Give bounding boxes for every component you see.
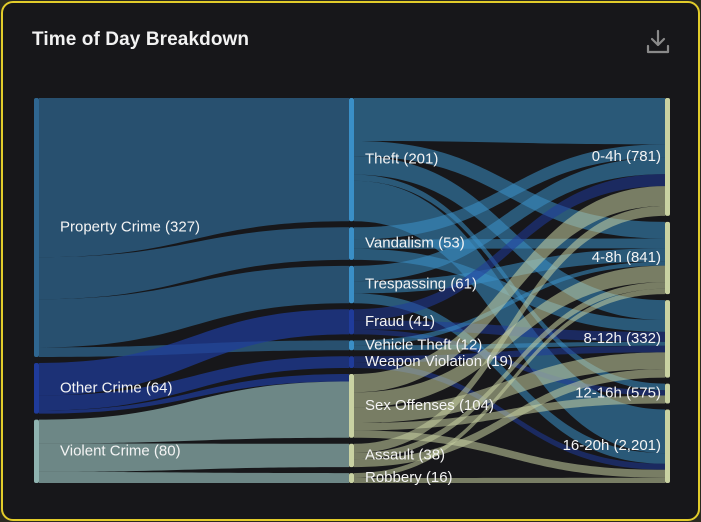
node-label-theft: Theft (201) — [365, 151, 438, 168]
node-label-fraud: Fraud (41) — [365, 313, 435, 330]
link-violent-sex_offenses[interactable] — [39, 381, 349, 444]
node-label-vandalism: Vandalism (53) — [365, 235, 465, 252]
node-label-vehicle_theft: Vehicle Theft (12) — [365, 336, 482, 353]
link-sex_offenses-t8_12[interactable] — [354, 352, 665, 424]
node-robbery[interactable] — [349, 473, 354, 483]
node-sex_offenses[interactable] — [349, 373, 354, 438]
link-theft-t8_12[interactable] — [354, 156, 665, 320]
node-label-trespassing: Trespassing (61) — [365, 275, 477, 292]
node-property[interactable] — [34, 98, 39, 357]
node-label-other: Other Crime (64) — [60, 379, 173, 396]
node-fraud[interactable] — [349, 309, 354, 335]
link-vandalism-t0_4[interactable] — [354, 144, 665, 240]
node-label-violent: Violent Crime (80) — [60, 442, 181, 459]
node-t4_8[interactable] — [665, 221, 670, 295]
node-t0_4[interactable] — [665, 98, 670, 216]
nodes-layer — [34, 98, 670, 483]
link-assault-t0_4[interactable] — [354, 205, 665, 453]
link-trespassing-t0_4[interactable] — [354, 157, 665, 282]
node-label-robbery: Robbery (16) — [365, 469, 453, 486]
link-trespassing-t16_20[interactable] — [354, 293, 665, 464]
node-label-t0_4: 0-4h (781) — [592, 148, 661, 165]
node-t12_16[interactable] — [665, 383, 670, 404]
card-title: Time of Day Breakdown — [32, 29, 250, 50]
link-vehicle_theft-t8_12[interactable] — [354, 341, 665, 351]
node-label-property: Property Crime (327) — [60, 218, 200, 235]
node-assault[interactable] — [349, 443, 354, 468]
link-sex_offenses-t16_20[interactable] — [354, 430, 665, 478]
node-label-weapon: Weapon Violation (19) — [365, 353, 513, 370]
link-robbery-t4_8[interactable] — [354, 288, 665, 479]
node-trespassing[interactable] — [349, 265, 354, 304]
link-other-weapon[interactable] — [39, 356, 349, 411]
link-trespassing-t4_8[interactable] — [354, 248, 665, 294]
link-property-vandalism[interactable] — [39, 227, 349, 300]
node-weapon[interactable] — [349, 356, 354, 368]
link-assault-t8_12[interactable] — [354, 368, 665, 468]
link-vehicle_theft-t4_8[interactable] — [354, 261, 665, 346]
link-violent-robbery[interactable] — [39, 471, 349, 483]
node-label-t16_20: 16-20h (2,201) — [563, 437, 661, 454]
link-fraud-t0_4[interactable] — [354, 174, 665, 321]
link-robbery-t16_20[interactable] — [354, 477, 665, 483]
sankey-chart: Property Crime (327) Other Crime (64) Viol… — [34, 98, 670, 486]
link-violent-assault[interactable] — [39, 443, 349, 472]
download-icon[interactable] — [643, 27, 673, 57]
node-label-assault: Assault (38) — [365, 446, 445, 463]
node-violent[interactable] — [34, 419, 39, 483]
node-other[interactable] — [34, 362, 39, 414]
link-fraud-t12_16[interactable] — [354, 329, 665, 396]
link-theft-t0_4[interactable] — [354, 98, 665, 145]
node-label-t12_16: 12-16h (575) — [575, 385, 661, 402]
link-theft-t16_20[interactable] — [354, 180, 665, 454]
node-label-sex_offenses: Sex Offenses (104) — [365, 397, 494, 414]
node-label-t8_12: 8-12h (332) — [583, 330, 661, 347]
link-sex_offenses-t4_8[interactable] — [354, 265, 665, 408]
node-label-t4_8: 4-8h (841) — [592, 249, 661, 266]
node-t8_12[interactable] — [665, 300, 670, 378]
node-vehicle_theft[interactable] — [349, 340, 354, 351]
link-other-sex_offenses[interactable] — [39, 373, 349, 414]
labels-layer: Property Crime (327) Other Crime (64) Viol… — [60, 148, 661, 486]
links-layer — [39, 98, 665, 483]
node-theft[interactable] — [349, 98, 354, 222]
link-assault-t4_8[interactable] — [354, 282, 665, 460]
link-other-fraud[interactable] — [39, 309, 349, 396]
node-t16_20[interactable] — [665, 409, 670, 483]
link-sex_offenses-t0_4[interactable] — [354, 186, 665, 393]
node-vandalism[interactable] — [349, 227, 354, 260]
link-property-trespassing[interactable] — [39, 265, 349, 348]
link-property-theft[interactable] — [39, 98, 349, 258]
